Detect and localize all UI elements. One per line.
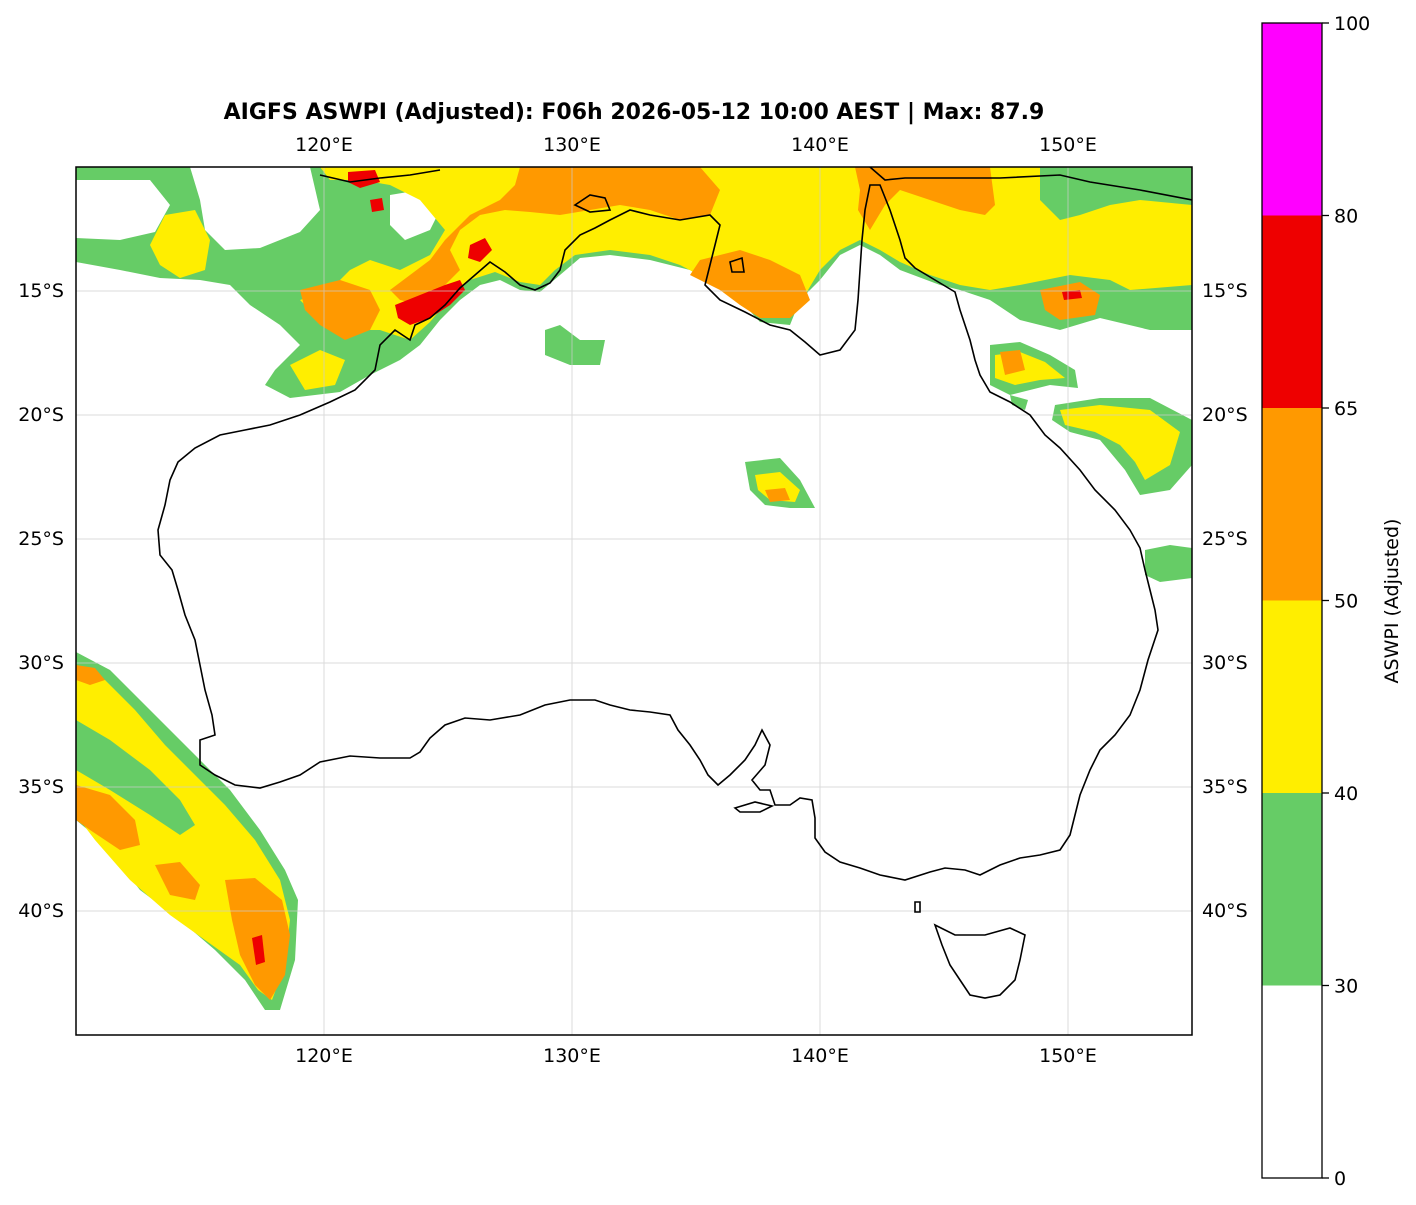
north-red-2 [348, 170, 380, 188]
latitude-label-right: 30°S [1202, 652, 1248, 674]
north-clear-area-1 [190, 167, 320, 250]
latitude-label-right: 35°S [1202, 776, 1248, 798]
southwest-orange-1 [76, 785, 140, 850]
groote-eylandt [729, 256, 745, 273]
colorbar-tick-label: 100 [1334, 13, 1370, 35]
latitude-label-left: 25°S [18, 528, 64, 550]
latitude-label-left: 40°S [18, 900, 64, 922]
north-red-1 [468, 238, 492, 262]
colorbar-segment [1262, 215, 1322, 408]
north-red-qld [1062, 290, 1082, 300]
colorbar-label: ASWPI (Adjusted) [1381, 519, 1403, 684]
coastlines [157, 167, 1192, 999]
hazard-fields [76, 167, 1192, 1010]
latitude-label-right: 15°S [1202, 280, 1248, 302]
longitude-labels-bottom: 120°E 130°E 140°E 150°E [295, 1045, 1097, 1067]
australia-mainland-coast [157, 184, 1159, 881]
latitude-label-left: 30°S [18, 652, 64, 674]
southwest-green-stripe [76, 720, 195, 835]
colorbar-segment [1262, 985, 1322, 1178]
north-orange-field [390, 167, 720, 305]
longitude-labels-top: 120°E 130°E 140°E 150°E [295, 134, 1097, 156]
king-island [914, 901, 921, 913]
timor-coast [319, 169, 441, 183]
colorbar-segment [1262, 408, 1322, 601]
colorbar-segment [1262, 793, 1322, 986]
longitude-label-top: 150°E [1039, 134, 1097, 156]
latitude-label-right: 20°S [1202, 404, 1248, 426]
qld-orange-patch [1000, 350, 1025, 375]
colorbar-tick-label: 40 [1334, 783, 1358, 805]
latitude-label-right: 40°S [1202, 900, 1248, 922]
colorbar-tick-label: 30 [1334, 976, 1358, 998]
colorbar-tick-label: 0 [1334, 1168, 1346, 1190]
colorbar-segment [1262, 600, 1322, 793]
north-red-3 [370, 198, 384, 212]
latitude-label-right: 25°S [1202, 528, 1248, 550]
latitude-labels-left: 15°S 20°S 25°S 30°S 35°S 40°S [18, 280, 64, 922]
colorbar-tick-label: 65 [1334, 398, 1358, 420]
tasmania-coast [933, 923, 1026, 999]
qld-yellow-south [1060, 405, 1180, 480]
longitude-label-bottom: 140°E [791, 1045, 849, 1067]
colorbar-tick-label: 50 [1334, 591, 1358, 613]
north-orange-gulf [690, 250, 810, 318]
longitude-label-top: 130°E [543, 134, 601, 156]
latitude-label-left: 20°S [18, 404, 64, 426]
latitude-label-left: 35°S [18, 776, 64, 798]
qld-green-bottom [1145, 545, 1192, 582]
interior-orange [765, 488, 790, 502]
map-gridlines [76, 167, 1192, 1035]
southwest-orange-4 [76, 665, 105, 685]
map-frame [75, 166, 1193, 1036]
north-yellow-west-2 [290, 350, 345, 390]
colorbar: 0 30 40 50 65 80 100 [1261, 13, 1370, 1190]
longitude-label-top: 120°E [295, 134, 353, 156]
southwest-red [252, 935, 265, 965]
latitude-label-left: 15°S [18, 280, 64, 302]
longitude-label-top: 140°E [791, 134, 849, 156]
southwest-orange-3 [155, 862, 200, 900]
north-orange-kimberley [300, 280, 380, 340]
north-orange-cape [855, 167, 995, 230]
melville-island [573, 194, 612, 213]
map-title: AIGFS ASWPI (Adjusted): F06h 2026-05-12 … [223, 100, 1045, 125]
longitude-label-bottom: 120°E [295, 1045, 353, 1067]
longitude-label-bottom: 130°E [543, 1045, 601, 1067]
new-guinea-coast [869, 167, 1192, 201]
longitude-label-bottom: 150°E [1039, 1045, 1097, 1067]
kangaroo-island [733, 801, 775, 813]
interior-yellow [755, 472, 800, 502]
colorbar-segment [1262, 23, 1322, 216]
qld-green-dot [1010, 395, 1028, 410]
latitude-labels-right: 15°S 20°S 25°S 30°S 35°S 40°S [1202, 280, 1248, 922]
north-yellow-west-1 [150, 210, 210, 278]
north-clear-area-3 [76, 180, 170, 240]
colorbar-tick-label: 80 [1334, 206, 1358, 228]
interior-green-1 [545, 325, 605, 365]
